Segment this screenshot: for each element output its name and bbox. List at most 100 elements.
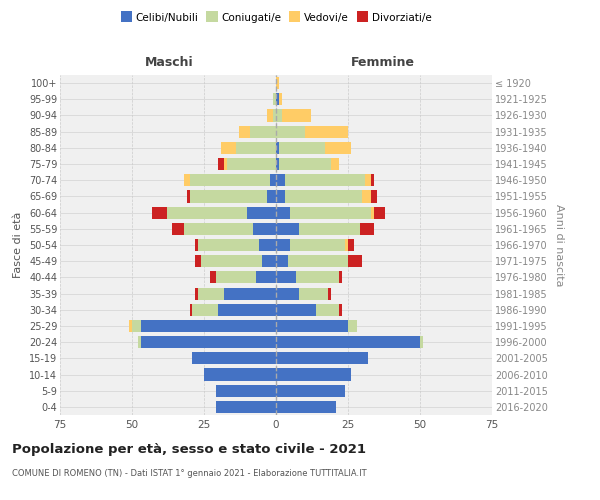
Legend: Celibi/Nubili, Coniugati/e, Vedovi/e, Divorziati/e: Celibi/Nubili, Coniugati/e, Vedovi/e, Di… bbox=[119, 10, 433, 24]
Bar bbox=[299, 222, 359, 235]
Bar bbox=[198, 288, 224, 300]
Bar bbox=[374, 206, 385, 218]
Bar bbox=[299, 288, 328, 300]
Bar bbox=[187, 190, 190, 202]
Bar bbox=[190, 190, 268, 202]
Y-axis label: Fasce di età: Fasce di età bbox=[13, 212, 23, 278]
Bar bbox=[279, 93, 282, 106]
Bar bbox=[371, 206, 374, 218]
Bar bbox=[276, 304, 316, 316]
Bar bbox=[201, 255, 262, 268]
Bar bbox=[250, 126, 276, 138]
Bar bbox=[290, 239, 345, 251]
Bar bbox=[276, 206, 290, 218]
Bar bbox=[420, 336, 423, 348]
Bar bbox=[196, 255, 201, 268]
Bar bbox=[224, 288, 276, 300]
Bar bbox=[348, 255, 362, 268]
Bar bbox=[190, 304, 193, 316]
Bar bbox=[268, 190, 276, 202]
Bar bbox=[193, 304, 218, 316]
Bar bbox=[129, 320, 132, 332]
Bar bbox=[362, 190, 371, 202]
Bar bbox=[276, 239, 290, 251]
Bar bbox=[268, 110, 273, 122]
Bar bbox=[132, 320, 140, 332]
Bar bbox=[276, 336, 420, 348]
Bar bbox=[198, 239, 259, 251]
Bar bbox=[276, 255, 287, 268]
Bar bbox=[259, 239, 276, 251]
Bar bbox=[167, 206, 247, 218]
Bar bbox=[215, 384, 276, 397]
Bar bbox=[359, 222, 374, 235]
Bar bbox=[340, 304, 342, 316]
Bar bbox=[210, 272, 215, 283]
Bar bbox=[247, 206, 276, 218]
Bar bbox=[236, 142, 276, 154]
Bar bbox=[276, 222, 299, 235]
Bar bbox=[316, 304, 340, 316]
Bar bbox=[296, 272, 340, 283]
Bar bbox=[325, 142, 351, 154]
Bar bbox=[331, 158, 340, 170]
Bar bbox=[371, 174, 374, 186]
Bar bbox=[262, 255, 276, 268]
Bar bbox=[256, 272, 276, 283]
Bar bbox=[239, 126, 250, 138]
Bar bbox=[282, 110, 311, 122]
Bar bbox=[140, 320, 276, 332]
Bar bbox=[224, 158, 227, 170]
Bar bbox=[305, 126, 348, 138]
Bar bbox=[193, 352, 276, 364]
Bar bbox=[276, 77, 279, 89]
Bar bbox=[190, 174, 270, 186]
Bar bbox=[152, 206, 167, 218]
Bar bbox=[276, 126, 305, 138]
Bar bbox=[371, 190, 377, 202]
Bar bbox=[221, 142, 236, 154]
Bar bbox=[284, 190, 362, 202]
Bar bbox=[253, 222, 276, 235]
Bar bbox=[276, 93, 279, 106]
Bar bbox=[215, 272, 256, 283]
Bar bbox=[276, 384, 345, 397]
Bar bbox=[276, 272, 296, 283]
Bar bbox=[172, 222, 184, 235]
Bar bbox=[273, 110, 276, 122]
Bar bbox=[184, 174, 190, 186]
Bar bbox=[273, 93, 276, 106]
Bar bbox=[196, 288, 198, 300]
Y-axis label: Anni di nascita: Anni di nascita bbox=[554, 204, 565, 286]
Bar bbox=[279, 142, 325, 154]
Text: Maschi: Maschi bbox=[145, 56, 194, 68]
Bar bbox=[140, 336, 276, 348]
Text: Femmine: Femmine bbox=[350, 56, 415, 68]
Bar bbox=[276, 368, 351, 380]
Bar bbox=[348, 239, 354, 251]
Bar bbox=[276, 158, 279, 170]
Bar bbox=[204, 368, 276, 380]
Text: Popolazione per età, sesso e stato civile - 2021: Popolazione per età, sesso e stato civil… bbox=[12, 442, 366, 456]
Bar bbox=[276, 174, 284, 186]
Bar bbox=[276, 352, 368, 364]
Bar bbox=[276, 110, 282, 122]
Bar bbox=[276, 288, 299, 300]
Bar bbox=[328, 288, 331, 300]
Bar bbox=[215, 401, 276, 413]
Bar bbox=[287, 255, 348, 268]
Bar bbox=[365, 174, 371, 186]
Bar bbox=[279, 158, 331, 170]
Bar bbox=[340, 272, 342, 283]
Bar bbox=[218, 158, 224, 170]
Text: COMUNE DI ROMENO (TN) - Dati ISTAT 1° gennaio 2021 - Elaborazione TUTTITALIA.IT: COMUNE DI ROMENO (TN) - Dati ISTAT 1° ge… bbox=[12, 469, 367, 478]
Bar bbox=[276, 320, 348, 332]
Bar bbox=[290, 206, 371, 218]
Bar bbox=[227, 158, 276, 170]
Bar bbox=[276, 401, 337, 413]
Bar bbox=[276, 190, 284, 202]
Bar bbox=[196, 239, 198, 251]
Bar bbox=[276, 142, 279, 154]
Bar bbox=[138, 336, 140, 348]
Bar bbox=[284, 174, 365, 186]
